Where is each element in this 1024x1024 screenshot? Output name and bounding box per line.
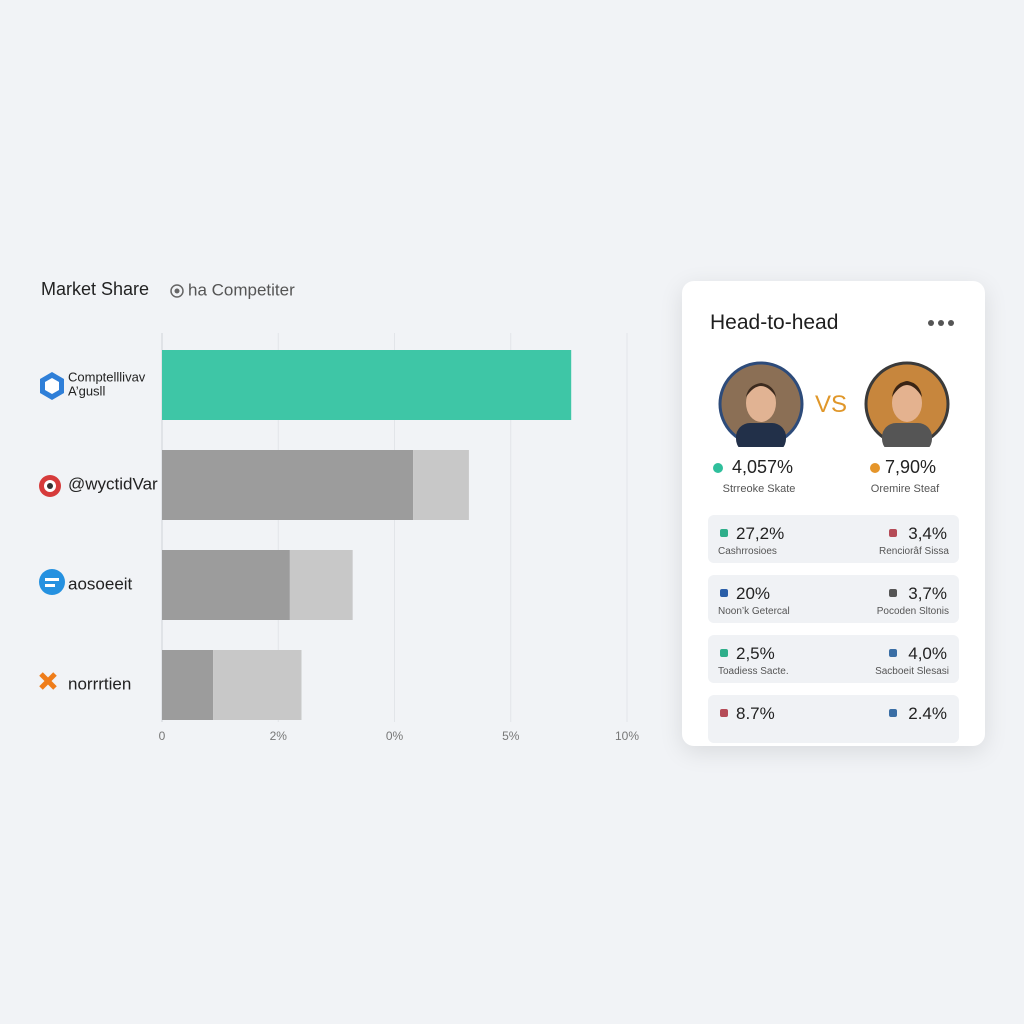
left-value: 20% <box>736 584 771 603</box>
x-tick-label: 2% <box>270 729 288 743</box>
bar-segment <box>213 650 302 720</box>
chart: Market Share ha Competiter 0 2% 0% 5% 10% <box>39 279 639 743</box>
x-tick-label: 5% <box>502 729 520 743</box>
brand-icon <box>39 672 57 690</box>
left-value: 4,057% <box>732 457 794 477</box>
bar-segment <box>162 450 414 520</box>
x-tick-label: 0% <box>386 729 404 743</box>
subtitle-icon-dot <box>174 288 180 294</box>
comparison-row: 20% 3,7% Noon’k Getercal Pocoden Sltonis <box>708 575 959 623</box>
row-icon <box>720 529 728 537</box>
comparison-row: 27,2% 3,4% Cashrrosioes Renciorâf Sissa <box>708 515 959 563</box>
left-label: Cashrrosioes <box>718 546 777 557</box>
more-menu[interactable] <box>927 319 955 327</box>
bar-segment <box>162 550 290 620</box>
brand-icon-dot <box>47 483 53 489</box>
avatar-right <box>864 361 950 447</box>
row-icon <box>889 649 897 657</box>
versus: VS <box>815 391 848 418</box>
category-label: Comptelllivav A’gusll <box>68 369 146 399</box>
category-label: aosoeeit <box>68 574 133 594</box>
right-name: Oremire Steaf <box>870 483 940 495</box>
right-value: 4,0% <box>908 644 947 663</box>
left-value: 8.7% <box>736 704 775 723</box>
right-label: Sacboeit Slesasi <box>875 666 949 677</box>
head-to-head-card: Head-to-head VS 4,057% Strreoke Skate 7,… <box>682 281 985 746</box>
right-value: 3,7% <box>908 584 947 603</box>
avatar-left <box>718 361 804 447</box>
bar-segment <box>289 550 353 620</box>
x-tick-label: 0 <box>159 729 166 743</box>
left-value: 27,2% <box>736 524 785 543</box>
category-label: @wyctidVar <box>68 474 158 494</box>
brand-icon-inner <box>45 584 55 587</box>
left-name: Strreoke Skate <box>722 483 796 495</box>
row-icon <box>889 709 897 717</box>
brand-icon-inner <box>45 378 59 394</box>
card-title: Head-to-head <box>710 311 839 334</box>
subtitle-icon <box>170 284 184 298</box>
right-value: 3,4% <box>908 524 947 543</box>
comparison-row: 8.7% 2.4% <box>708 695 959 743</box>
brand-icon-inner <box>45 578 59 581</box>
row-icon <box>720 709 728 717</box>
row-icon <box>720 589 728 597</box>
right-value: 7,90% <box>885 457 937 477</box>
bar-segment <box>162 650 214 720</box>
right-label: Pocoden Sltonis <box>876 606 949 617</box>
x-tick-label: 10% <box>615 729 639 743</box>
bar-segment <box>413 450 469 520</box>
left-value: 2,5% <box>736 644 775 663</box>
chart-subtitle: ha Competiter <box>188 280 295 299</box>
left-label: Noon’k Getercal <box>718 606 790 617</box>
row-icon <box>889 529 897 537</box>
right-label: Renciorâf Sissa <box>878 546 949 557</box>
indicator <box>870 463 880 473</box>
indicator <box>713 463 723 473</box>
right-value: 2.4% <box>908 704 947 723</box>
comparison-row: 2,5% 4,0% Toadiess Sacte. Sacboeit Slesasi <box>708 635 959 683</box>
category-label: norrrtien <box>68 674 132 694</box>
left-label: Toadiess Sacte. <box>718 666 789 677</box>
row-icon <box>720 649 728 657</box>
brand-icon <box>39 569 65 595</box>
bar-segment <box>162 350 572 420</box>
chart-title: Market Share <box>41 279 149 299</box>
row-icon <box>889 589 897 597</box>
